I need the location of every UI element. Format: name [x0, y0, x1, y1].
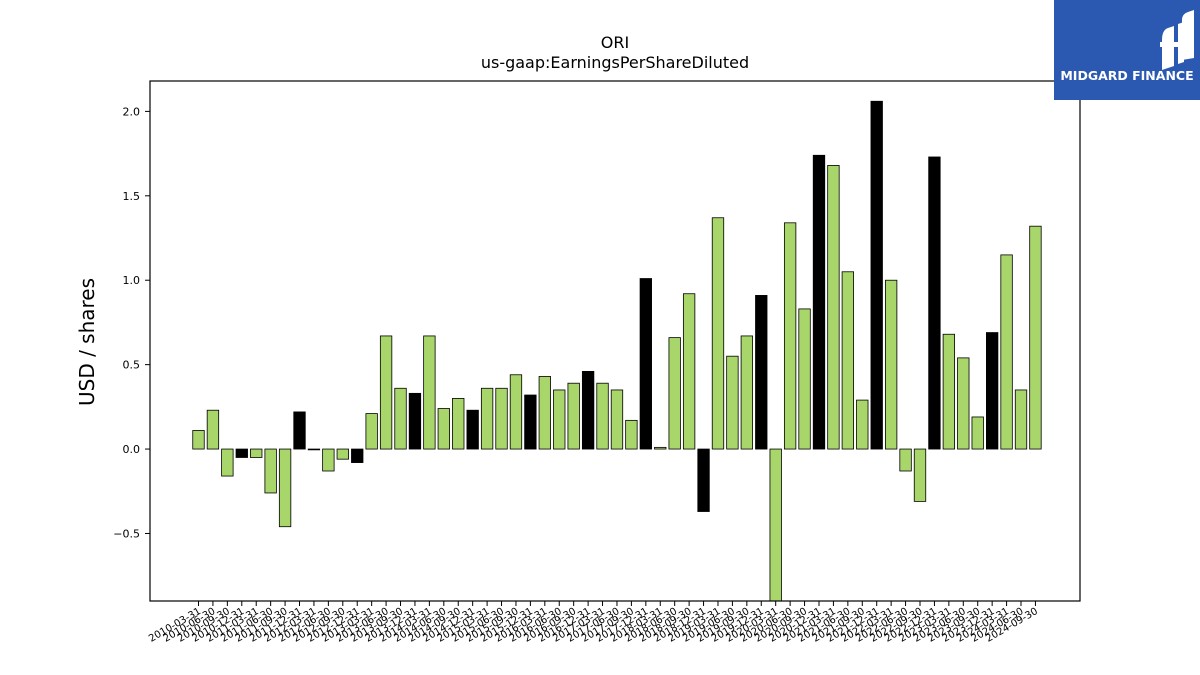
bar-2016-09-30 [567, 382, 580, 450]
bar-2019-12-31 [755, 295, 768, 450]
bar-2012-06-30 [322, 448, 335, 472]
y-tick-label: −0.5 [113, 527, 140, 540]
midgard-emblem-icon [1160, 10, 1194, 70]
bar-2013-03-31 [365, 413, 378, 450]
bar-2016-03-31 [538, 376, 551, 450]
bar-2022-06-30 [899, 448, 912, 472]
bar-2021-12-31 [870, 100, 883, 450]
chart-subtitle: us-gaap:EarningsPerShareDiluted [481, 53, 749, 72]
y-tick-label: 1.0 [123, 274, 141, 287]
bar-2018-12-31 [697, 448, 710, 512]
bar-2011-09-30 [278, 448, 292, 528]
bar-2017-12-31 [639, 278, 652, 450]
bar-2010-06-30 [206, 409, 220, 450]
bar-2022-12-31 [928, 156, 941, 450]
y-axis-label: USD / shares [75, 278, 99, 406]
bar-2014-06-30 [437, 408, 450, 450]
bar-2015-06-30 [495, 387, 508, 450]
bars-group [192, 100, 1042, 602]
bar-2018-06-30 [668, 337, 681, 450]
bar-2012-09-30 [336, 448, 349, 460]
bar-2016-12-31 [581, 370, 595, 450]
x-ticks-group: 2010-03-312010-06-302010-09-302010-12-31… [147, 601, 1040, 645]
bar-2018-03-31 [654, 446, 667, 450]
bar-2023-03-31 [942, 333, 956, 450]
bar-2013-06-30 [379, 335, 393, 450]
bar-2015-03-31 [480, 387, 494, 450]
bar-2011-12-31 [293, 411, 306, 450]
brand-name: MIDGARD FINANCE [1060, 68, 1194, 83]
bar-2017-03-31 [596, 382, 609, 450]
bar-2014-09-30 [452, 397, 465, 450]
bar-2022-09-30 [913, 448, 927, 502]
bar-2024-09-30 [1029, 225, 1042, 450]
y-tick-label: 2.0 [123, 105, 141, 118]
bar-2016-06-30 [553, 389, 566, 450]
y-ticks-group: −0.5 0.0 0.5 1.0 1.5 2.0 [113, 105, 150, 540]
bar-2017-09-30 [625, 419, 638, 450]
y-tick-label: 0.5 [123, 359, 141, 372]
bar-2021-06-30 [841, 271, 854, 450]
bar-2012-12-31 [351, 448, 364, 463]
chart-title: ORI [601, 33, 629, 52]
bar-2024-06-30 [1014, 389, 1028, 450]
bar-2021-03-31 [827, 165, 840, 450]
bar-2019-03-31 [711, 217, 725, 450]
bar-2018-09-30 [682, 293, 696, 450]
bar-2022-03-31 [884, 279, 898, 450]
bar-2010-09-30 [221, 448, 234, 477]
bar-2024-03-31 [1000, 254, 1013, 450]
y-tick-label: 0.0 [123, 443, 141, 456]
bar-2013-09-30 [394, 387, 407, 450]
bar-2013-12-31 [408, 392, 422, 450]
bar-2020-12-31 [812, 154, 826, 450]
bar-2020-03-31 [769, 448, 782, 602]
bar-2021-09-30 [856, 399, 869, 450]
bar-2014-03-31 [423, 335, 436, 450]
y-tick-label: 1.5 [123, 190, 141, 203]
bar-2011-03-31 [250, 448, 263, 458]
bar-2012-03-31 [307, 448, 321, 451]
bar-2019-06-30 [726, 355, 739, 450]
bar-2010-12-31 [235, 448, 248, 458]
bar-2017-06-30 [610, 389, 624, 450]
bar-2020-09-30 [798, 308, 811, 450]
bar-2019-09-30 [740, 335, 753, 450]
bar-2023-09-30 [971, 416, 984, 450]
bar-2015-09-30 [509, 374, 523, 450]
bar-2020-06-30 [783, 222, 797, 450]
bar-2023-12-31 [986, 332, 999, 450]
bar-2023-06-30 [957, 357, 970, 450]
brand-logo: MIDGARD FINANCE [1054, 0, 1200, 100]
bar-2011-06-30 [264, 448, 277, 494]
plot-frame [149, 80, 1081, 602]
bar-2014-12-31 [466, 409, 479, 450]
bar-2010-03-31 [192, 430, 205, 450]
bar-2015-12-31 [524, 394, 537, 450]
